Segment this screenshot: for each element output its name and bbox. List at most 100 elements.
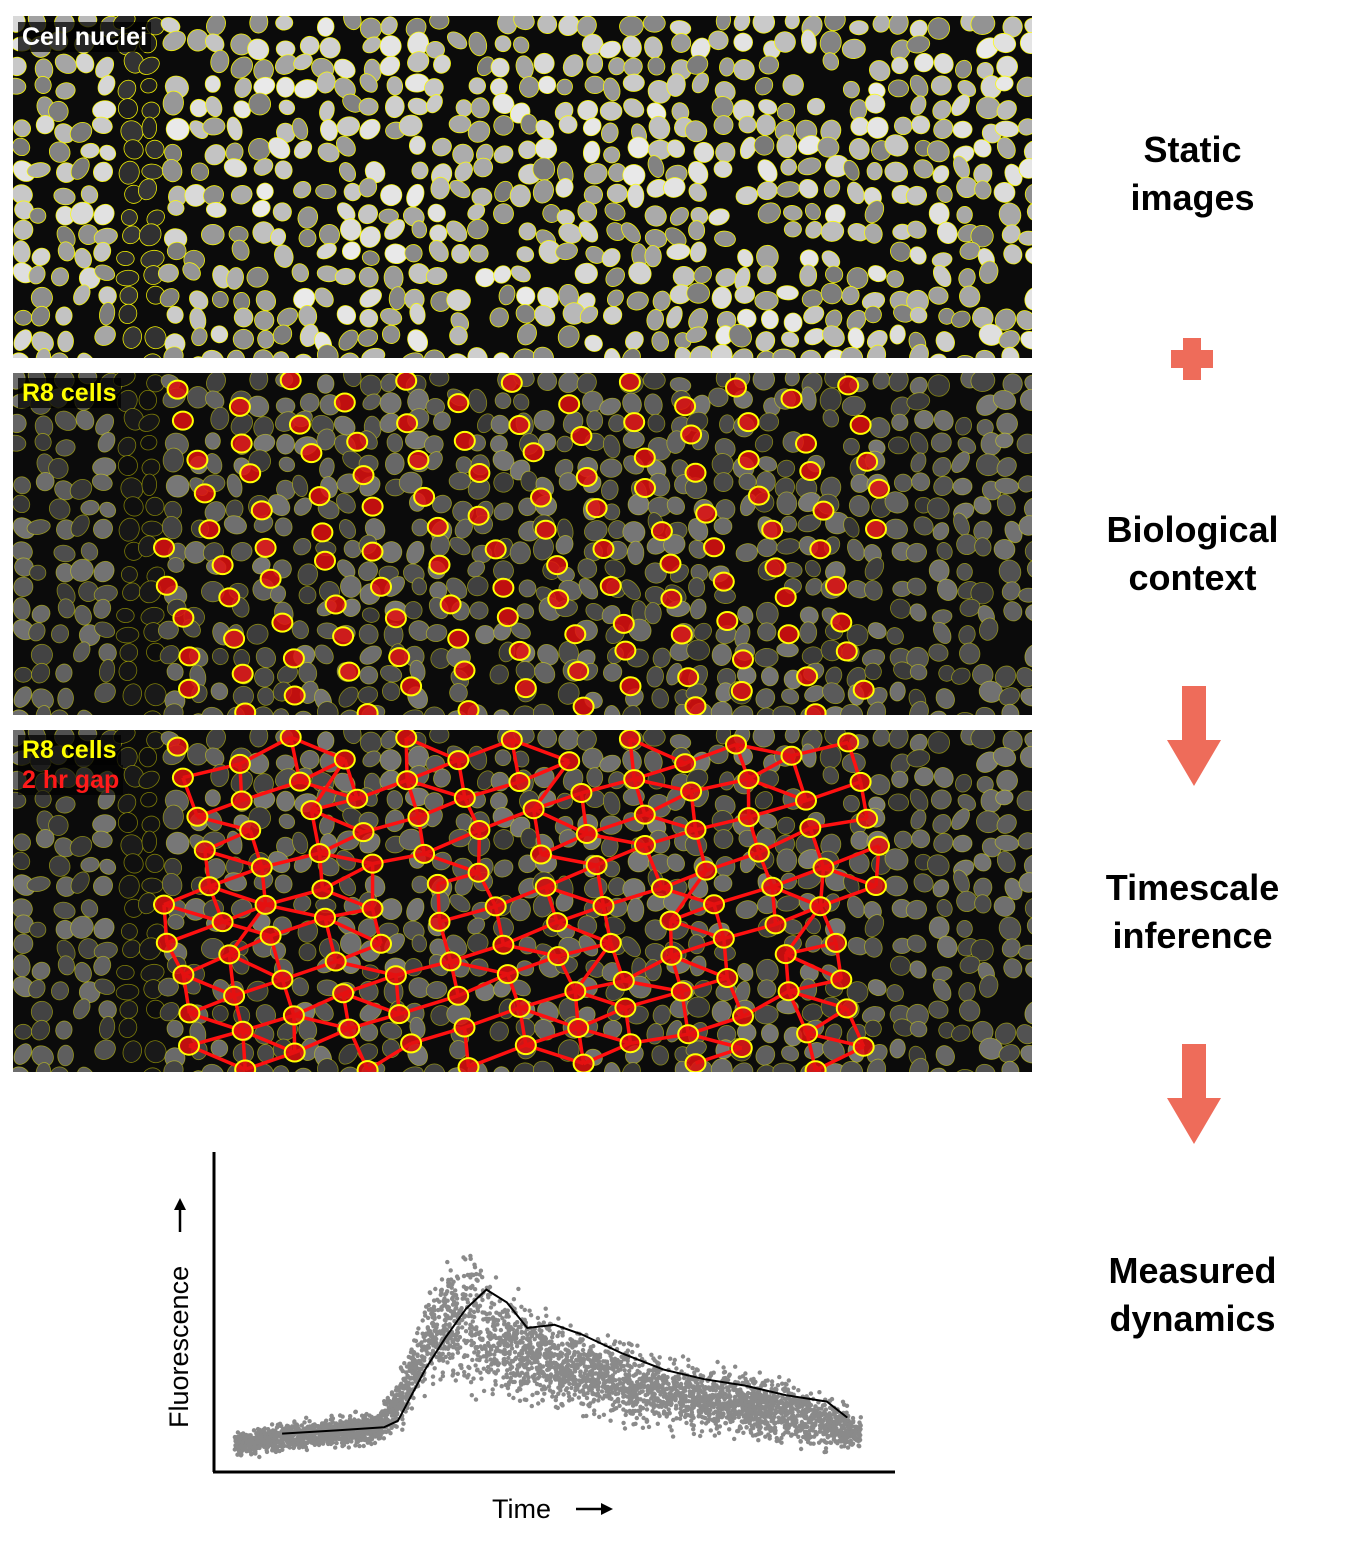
scatter-point [532, 1372, 537, 1378]
scatter-point [718, 1389, 723, 1395]
scatter-point [433, 1286, 438, 1292]
scatter-point [499, 1384, 504, 1389]
scatter-point [779, 1399, 785, 1405]
scatter-point [637, 1376, 642, 1382]
scatter-point [361, 1443, 366, 1449]
scatter-point [520, 1340, 525, 1345]
scatter-point [576, 1395, 582, 1400]
scatter-point [487, 1311, 492, 1316]
scatter-point [430, 1312, 435, 1318]
scatter-point [261, 1444, 267, 1449]
step-static-images: Static images [1060, 126, 1325, 222]
scatter-point [449, 1285, 454, 1290]
scatter-point [745, 1418, 750, 1423]
scatter-point [563, 1379, 568, 1384]
scatter-point [844, 1431, 849, 1437]
scatter-point [823, 1449, 829, 1454]
scatter-point [773, 1408, 778, 1413]
scatter-point [666, 1407, 671, 1412]
scatter-point [553, 1397, 558, 1403]
step-line: context [1128, 557, 1257, 598]
scatter-point [502, 1321, 507, 1327]
scatter-point [254, 1437, 260, 1442]
scatter-point [653, 1371, 658, 1377]
scatter-point [614, 1406, 619, 1411]
scatter-point [377, 1421, 383, 1426]
scatter-point [680, 1403, 685, 1409]
scatter-point [544, 1313, 549, 1318]
scatter-point [496, 1341, 501, 1346]
scatter-point [475, 1305, 481, 1310]
scatter-point [706, 1385, 711, 1390]
scatter-point [700, 1390, 705, 1395]
scatter-point [640, 1362, 645, 1368]
scatter-point [743, 1371, 748, 1376]
scatter-point [481, 1366, 486, 1371]
scatter-point [586, 1402, 591, 1408]
scatter-point [637, 1408, 643, 1413]
scatter-point [740, 1420, 746, 1425]
scatter-point [825, 1433, 830, 1438]
scatter-point [856, 1438, 861, 1444]
scatter-point [491, 1343, 496, 1348]
scatter-point [463, 1340, 469, 1346]
scatter-point [430, 1381, 436, 1387]
scatter-point [269, 1443, 275, 1448]
scatter-point [455, 1350, 461, 1355]
scatter-point [409, 1365, 414, 1370]
scatter-point [497, 1312, 503, 1318]
scatter-point [312, 1435, 317, 1441]
scatter-point [471, 1376, 476, 1381]
scatter-point [767, 1394, 772, 1399]
scatter-point [796, 1409, 801, 1414]
scatter-point [234, 1440, 240, 1446]
scatter-point [441, 1323, 446, 1329]
scatter-point [691, 1431, 697, 1437]
scatter-point [652, 1375, 657, 1380]
scatter-point [257, 1444, 262, 1449]
scatter-point [852, 1436, 858, 1442]
scatter-point [511, 1297, 517, 1302]
scatter-point [572, 1392, 577, 1397]
scatter-point [454, 1296, 460, 1301]
step-timescale-inference: Timescale inference [1060, 864, 1325, 960]
scatter-point [422, 1393, 427, 1399]
scatter-point [547, 1339, 553, 1344]
scatter-point [574, 1364, 579, 1370]
scatter-point [521, 1335, 526, 1340]
scatter-point [424, 1348, 429, 1353]
scatter-point [355, 1433, 360, 1439]
scatter-point [443, 1346, 448, 1351]
scatter-point [591, 1363, 597, 1368]
y-axis-arrow-icon [174, 1198, 186, 1232]
scatter-point [529, 1365, 534, 1371]
scatter-point [822, 1402, 827, 1408]
scatter-point [763, 1434, 768, 1439]
scatter-point [794, 1425, 799, 1430]
scatter-point [577, 1389, 583, 1394]
scatter-point [529, 1403, 534, 1409]
scatter-point [692, 1402, 698, 1408]
scatter-point [780, 1432, 786, 1437]
scatter-point [750, 1380, 756, 1385]
scatter-point [487, 1350, 492, 1355]
scatter-point [420, 1318, 425, 1323]
scatter-point [759, 1383, 764, 1388]
scatter-point [514, 1344, 520, 1349]
scatter-point [629, 1365, 634, 1370]
scatter-point [385, 1429, 391, 1434]
scatter-point [627, 1368, 632, 1374]
scatter-point [312, 1426, 317, 1431]
r8-panel: R8 cells [13, 373, 1032, 715]
scatter-point [622, 1368, 627, 1373]
scatter-point [801, 1401, 807, 1406]
scatter-point [428, 1290, 433, 1296]
scatter-point [473, 1397, 479, 1402]
scatter-point [754, 1399, 760, 1405]
scatter-point [357, 1443, 362, 1449]
scatter-point [537, 1327, 542, 1333]
scatter-point [573, 1369, 578, 1374]
scatter-point [773, 1420, 778, 1426]
scatter-point [784, 1425, 790, 1430]
scatter-point [471, 1272, 476, 1278]
